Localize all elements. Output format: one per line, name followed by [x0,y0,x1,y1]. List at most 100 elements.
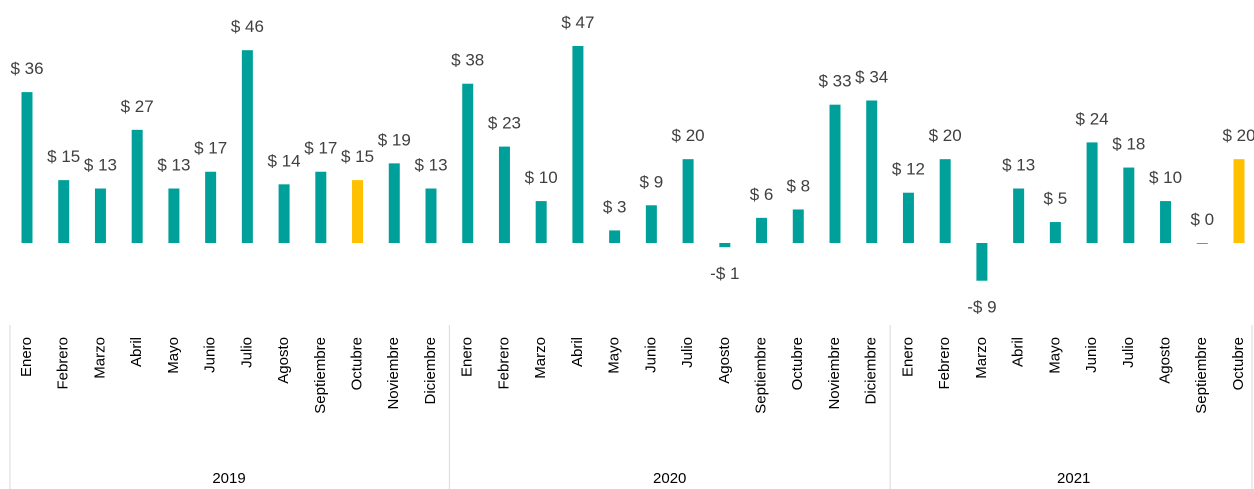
bar [94,188,106,243]
data-label: $ 34 [855,67,888,86]
bar [352,180,364,243]
bar [535,201,547,243]
bar [205,171,217,243]
x-tick-label: Diciembre [422,337,439,405]
bar [168,188,180,243]
x-tick-label: Mayo [606,337,623,374]
group-label: 2021 [1057,470,1090,487]
data-label: $ 47 [561,13,594,32]
x-tick-label: Enero [18,337,35,377]
data-label: $ 23 [488,114,521,133]
bar [315,171,327,243]
x-tick-label: Enero [459,337,476,377]
bar [609,230,621,243]
x-tick-label: Junio [642,337,659,373]
x-tick-label: Mayo [1046,337,1063,374]
data-label: $ 9 [640,172,664,191]
bar [645,205,657,243]
x-tick-label: Marzo [532,337,549,379]
bar [498,146,510,243]
bar [462,83,474,243]
data-label: $ 13 [1002,156,1035,175]
bar [388,163,400,243]
bar [756,217,768,243]
data-label: $ 5 [1044,189,1068,208]
data-label: $ 20 [1222,126,1254,145]
bar [1086,142,1098,243]
bar [572,46,584,243]
x-tick-label: Diciembre [863,337,880,405]
x-tick-label: Abril [569,337,586,367]
data-label: $ 15 [341,147,374,166]
x-tick-label: Octubre [349,337,366,390]
bar [1049,222,1061,243]
data-label: $ 19 [378,130,411,149]
data-label: $ 20 [929,126,962,145]
bar [902,192,914,243]
bar [1160,201,1172,243]
x-tick-label: Agosto [275,337,292,384]
x-tick-label: Abril [1010,337,1027,367]
bar [131,129,143,243]
bar [241,50,253,243]
bar [21,92,33,243]
data-label: $ 14 [268,151,301,170]
data-label: $ 18 [1112,135,1145,154]
data-label: $ 17 [194,139,227,158]
x-tick-label: Abril [128,337,145,367]
bar [1196,243,1208,244]
bar [425,188,437,243]
data-label: $ 36 [10,59,43,78]
x-tick-label: Octubre [1230,337,1247,390]
data-label: $ 6 [750,185,774,204]
data-label: $ 33 [818,72,851,91]
x-tick-label: Julio [679,337,696,368]
data-label: $ 20 [672,126,705,145]
x-tick-label: Agosto [1157,337,1174,384]
x-tick-label: Febrero [55,337,72,390]
bar [1233,159,1245,243]
data-label: $ 15 [47,147,80,166]
bar [939,159,951,243]
data-label: $ 27 [121,97,154,116]
bar [682,159,694,243]
data-label: $ 0 [1190,210,1214,229]
data-label: $ 46 [231,17,264,36]
x-tick-label: Junio [1083,337,1100,373]
x-tick-label: Mayo [165,337,182,374]
group-label: 2020 [653,470,686,487]
data-label: $ 24 [1076,109,1109,128]
bar [829,104,841,244]
data-label: $ 10 [525,168,558,187]
data-label: $ 8 [786,176,810,195]
bar [976,243,988,281]
bar [1123,167,1135,243]
x-tick-label: Julio [1120,337,1137,368]
bar [792,209,804,243]
data-label: $ 13 [84,156,117,175]
x-tick-label: Marzo [91,337,108,379]
x-tick-label: Marzo [973,337,990,379]
x-tick-label: Noviembre [826,337,843,410]
data-label: $ 17 [304,139,337,158]
data-label: $ 3 [603,197,627,216]
data-label: -$ 9 [967,298,996,317]
data-label: -$ 1 [710,264,739,283]
x-tick-label: Febrero [495,337,512,390]
bar [1013,188,1025,243]
bar [58,180,70,243]
x-tick-label: Octubre [789,337,806,390]
x-tick-label: Junio [202,337,219,373]
x-tick-label: Agosto [716,337,733,384]
data-label: $ 10 [1149,168,1182,187]
group-label: 2019 [212,470,245,487]
x-tick-label: Noviembre [385,337,402,410]
data-label: $ 12 [892,160,925,179]
x-tick-label: Septiembre [753,337,770,414]
bar [278,184,290,243]
bar [719,243,731,248]
x-tick-label: Septiembre [312,337,329,414]
bar [866,100,878,243]
data-label: $ 38 [451,51,484,70]
